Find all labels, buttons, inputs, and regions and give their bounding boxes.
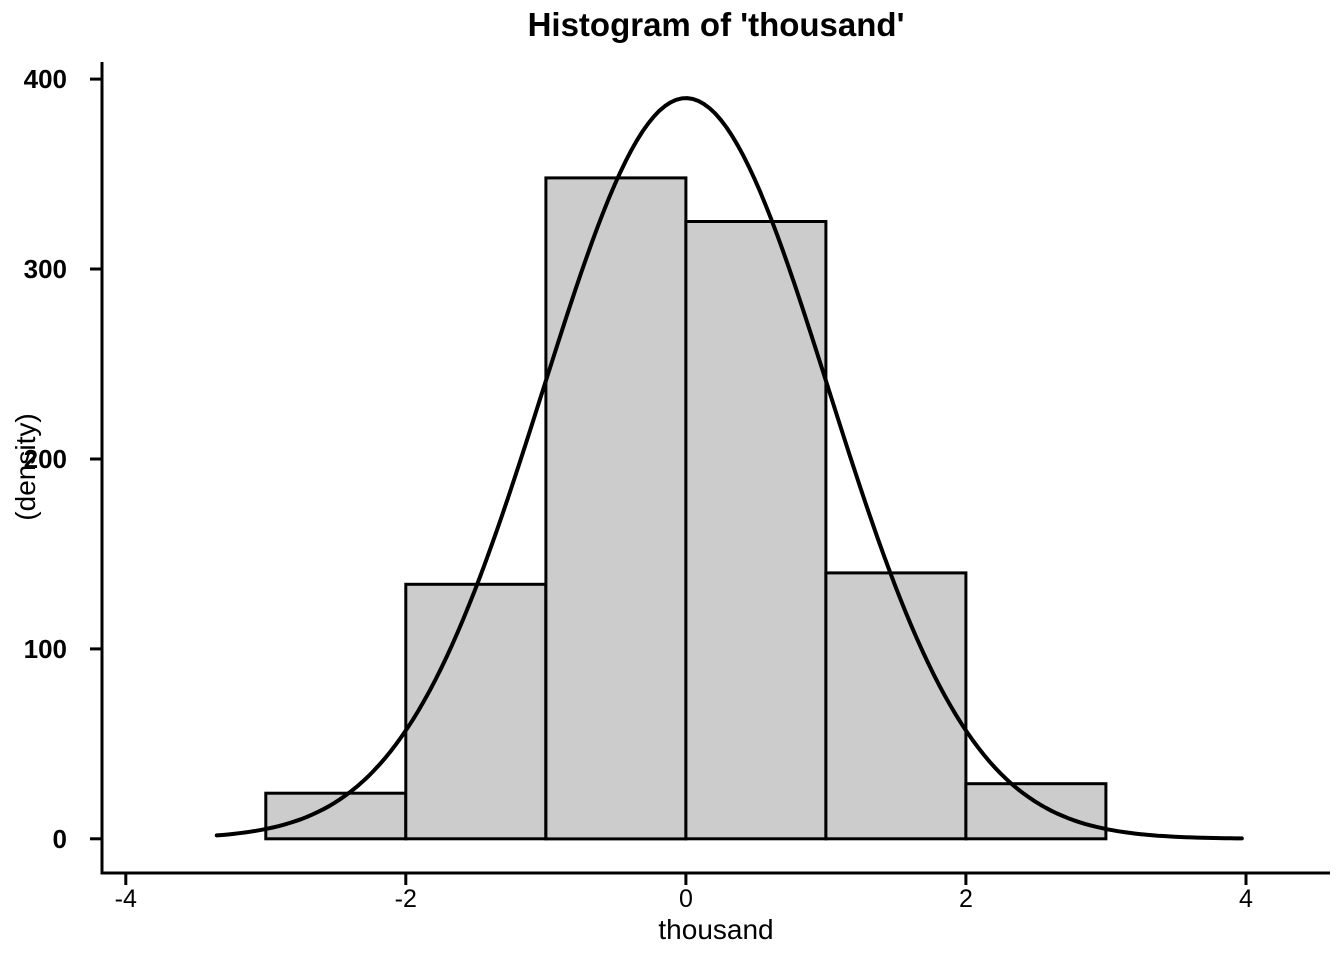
x-tick-label: 2 [959,885,973,913]
y-axis-title: (density) [10,413,41,521]
x-tick-label: -2 [395,885,417,913]
histogram-bar [964,782,1108,841]
y-tick-label: 400 [24,64,67,94]
histogram-bar [544,176,688,841]
x-tick-label: 4 [1239,885,1253,913]
y-tick-label: 0 [53,824,67,854]
x-axis-title: thousand [658,914,774,945]
histogram-bar [824,571,968,841]
y-tick-label: 300 [24,254,67,284]
x-tick-label: -4 [115,885,137,913]
normal-curve [214,96,1244,841]
x-tick-label: 0 [679,885,693,913]
histogram-bar [684,220,828,841]
y-tick-label: 200 [24,444,67,474]
chart-title: Histogram of 'thousand' [527,6,905,43]
histogram-bar [404,582,548,841]
y-tick-label: 100 [24,634,67,664]
